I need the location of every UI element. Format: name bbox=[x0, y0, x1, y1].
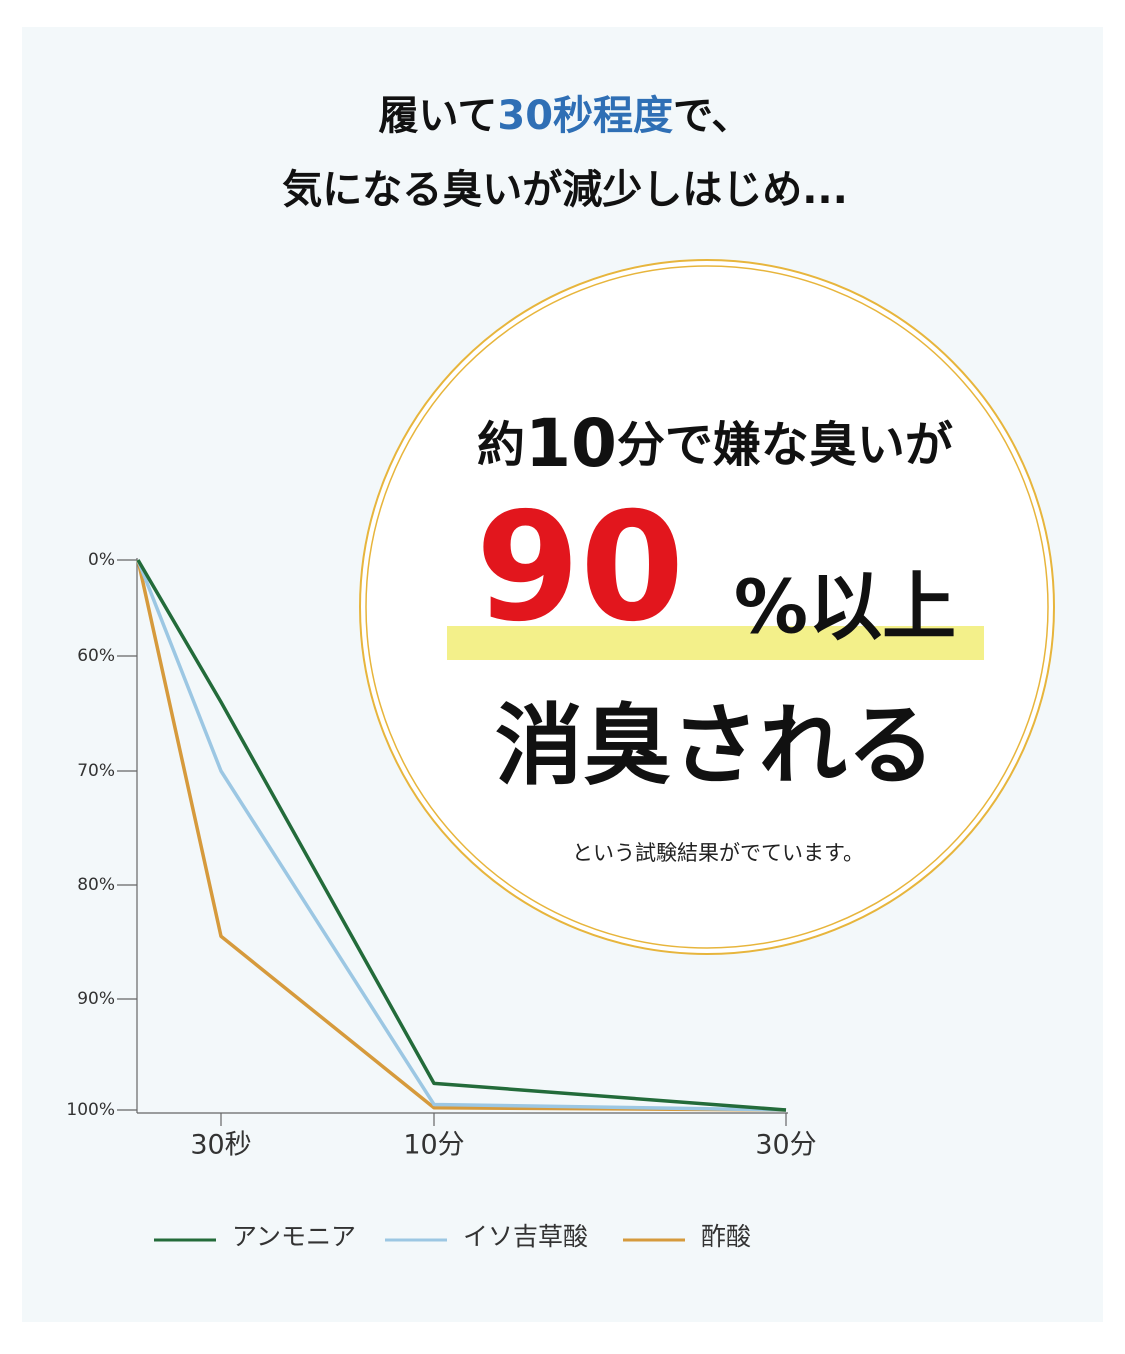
badge-line-3: 消臭される bbox=[495, 694, 935, 797]
x-tick-label: 10分 bbox=[403, 1130, 464, 1161]
y-tick-label: 60% bbox=[77, 646, 115, 666]
legend-label: イソ吉草酸 bbox=[463, 1222, 588, 1251]
x-tick-label: 30分 bbox=[755, 1130, 816, 1161]
x-tick-label: 30秒 bbox=[190, 1130, 251, 1161]
badge-part: 約 bbox=[477, 417, 525, 473]
legend-label: 酢酸 bbox=[701, 1222, 751, 1251]
badge-number: 10 bbox=[525, 405, 617, 482]
badge-big: 90 bbox=[476, 481, 685, 655]
y-tick-label: 70% bbox=[77, 761, 115, 781]
badge-note: という試験結果がでています。 bbox=[572, 841, 864, 865]
badge-ring bbox=[365, 265, 1049, 949]
badge-part: 分で嫌な臭いが bbox=[617, 417, 953, 473]
badge-circle bbox=[359, 259, 1055, 955]
headline-1: 履いて30秒程度で、 bbox=[379, 93, 752, 139]
headline-2: 気になる臭いが減少しはじめ... bbox=[282, 167, 848, 213]
headline-part: 履いて bbox=[379, 93, 498, 139]
headline-highlight: 30秒程度 bbox=[497, 93, 673, 139]
y-tick-label: 90% bbox=[77, 989, 115, 1009]
y-tick-label: 80% bbox=[77, 875, 115, 895]
legend-label: アンモニア bbox=[232, 1222, 356, 1251]
series-line bbox=[136, 559, 787, 1112]
series-line bbox=[136, 559, 787, 1112]
y-tick-label: 100% bbox=[66, 1100, 115, 1120]
badge-line-1: 約10分で嫌な臭いが bbox=[477, 405, 953, 482]
highlight-band bbox=[447, 626, 984, 660]
headline-part: で、 bbox=[673, 93, 751, 139]
y-tick-label: 0% bbox=[88, 550, 115, 570]
badge-suffix: %以上 bbox=[734, 565, 956, 651]
